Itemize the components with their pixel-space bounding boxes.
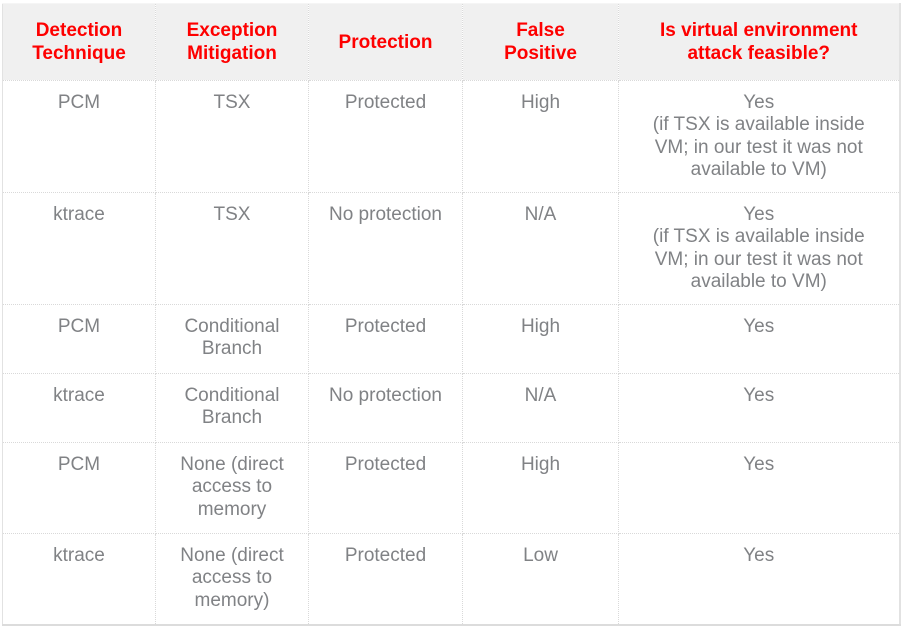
header-row: Detection Technique Exception Mitigation… [2, 3, 900, 81]
table-cell: PCM [2, 80, 156, 193]
table-cell: None (direct access to memory) [155, 533, 309, 625]
table-cell: ktrace [2, 192, 156, 305]
table-cell: Protected [308, 80, 463, 193]
table-cell: Yes (if TSX is available inside VM; in o… [618, 80, 900, 193]
table-row: ktrace Conditional Branch No protection … [2, 373, 900, 443]
column-header-protection: Protection [308, 3, 463, 81]
table-cell: High [462, 80, 619, 193]
table-cell: Yes [618, 373, 900, 443]
table-cell: TSX [155, 80, 309, 193]
table-cell: Protected [308, 533, 463, 625]
table-cell: TSX [155, 192, 309, 305]
column-header-exception-mitigation: Exception Mitigation [155, 3, 309, 81]
table-cell: High [462, 304, 619, 374]
table-cell: Yes [618, 442, 900, 534]
table-cell: None (direct access to memory [155, 442, 309, 534]
table-cell: Low [462, 533, 619, 625]
table-cell: N/A [462, 373, 619, 443]
table-cell: No protection [308, 373, 463, 443]
table-cell: PCM [2, 304, 156, 374]
table-cell: No protection [308, 192, 463, 305]
table-row: PCM None (direct access to memory Protec… [2, 442, 900, 534]
column-header-false-positive: False Positive [462, 3, 619, 81]
table-cell: Protected [308, 304, 463, 374]
table-cell: Conditional Branch [155, 373, 309, 443]
table-cell: ktrace [2, 533, 156, 625]
detection-comparison-table: Detection Technique Exception Mitigation… [2, 3, 901, 626]
table-cell: ktrace [2, 373, 156, 443]
table-cell: Yes [618, 533, 900, 625]
table-row: ktrace TSX No protection N/A Yes (if TSX… [2, 192, 900, 305]
table-cell: High [462, 442, 619, 534]
column-header-detection-technique: Detection Technique [2, 3, 156, 81]
table-cell: PCM [2, 442, 156, 534]
table-row: PCM TSX Protected High Yes (if TSX is av… [2, 80, 900, 193]
table-row: PCM Conditional Branch Protected High Ye… [2, 304, 900, 374]
column-header-vm-attack-feasible: Is virtual environment attack feasible? [618, 3, 900, 81]
table-cell: Protected [308, 442, 463, 534]
table-cell: Yes (if TSX is available inside VM; in o… [618, 192, 900, 305]
table-cell: Conditional Branch [155, 304, 309, 374]
table-cell: Yes [618, 304, 900, 374]
table-row: ktrace None (direct access to memory) Pr… [2, 533, 900, 625]
table-cell: N/A [462, 192, 619, 305]
